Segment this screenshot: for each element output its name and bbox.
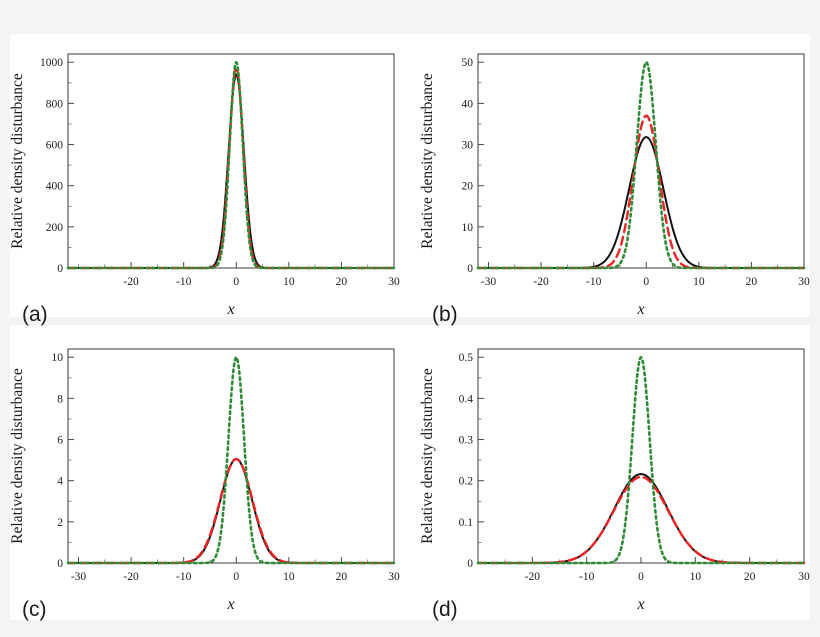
plot-panel-b: -30 -20 -10 0 10 20 30 0 10 20 30 40 50 x Relative den…: [410, 30, 820, 336]
x-tick-label: 0: [233, 571, 239, 583]
curve-black-solid: [477, 136, 805, 269]
y-tick-label: 0.1: [459, 517, 474, 529]
x-tick-label: 0: [233, 276, 239, 288]
x-tick-label: 20: [744, 571, 756, 583]
y-tick-label: 30: [462, 140, 474, 152]
y-axis-title: Relative density disturbance: [9, 73, 26, 249]
x-tick-label: 30: [798, 276, 810, 288]
x-tick-label: -10: [586, 276, 602, 288]
y-tick-label: 400: [46, 181, 64, 193]
x-tick-label: 10: [283, 571, 295, 583]
y-tick-label: 0: [57, 558, 63, 570]
y-tick-label: 800: [46, 98, 64, 110]
x-tick-label: 20: [746, 276, 758, 288]
x-axis-title: x: [226, 596, 234, 613]
x-tick-label: -10: [176, 276, 192, 288]
plot-area-b: -30 -20 -10 0 10 20 30 0 10 20 30 40 50 x Relative den…: [419, 53, 810, 326]
y-tick-label: 200: [46, 222, 64, 234]
x-tick-label: 10: [690, 571, 702, 583]
curve-black-solid: [477, 473, 805, 564]
y-tick-label: 4: [57, 476, 63, 488]
plot-panel-c: -30 -20 -10 0 10 20 30 0 2 4 6 8 10 x Relative density…: [0, 325, 410, 631]
y-tick-label: 0: [467, 558, 473, 570]
y-tick-label: 1000: [40, 57, 63, 69]
x-tick-label: -20: [123, 276, 139, 288]
x-tick-label: -10: [176, 571, 192, 583]
plot-area-d: -20 -10 0 10 20 30 0 0.1 0.2 0.3 0.4 0.5 x Relative d…: [419, 348, 810, 621]
curve-green-dotted: [476, 355, 806, 565]
plot-frame: [67, 53, 395, 269]
x-tick-label: 10: [283, 276, 295, 288]
y-tick-label: 50: [462, 57, 474, 69]
x-tick-label: -30: [71, 571, 87, 583]
plot-frame: [477, 53, 805, 269]
panel-background-top: [10, 34, 810, 317]
x-tick-label: -20: [525, 571, 541, 583]
x-tick-label: 20: [336, 276, 348, 288]
x-tick-label: -10: [579, 571, 595, 583]
y-tick-label: 600: [46, 140, 64, 152]
panel-label-c: (c): [22, 598, 47, 621]
plot-area-a: -20 -10 0 10 20 30 0 200 400 600 800 1000 x Relative …: [9, 53, 400, 326]
x-tick-label: 30: [388, 276, 400, 288]
y-tick-label: 8: [57, 393, 63, 405]
panel-label-a: (a): [22, 303, 48, 326]
y-tick-label: 20: [462, 181, 474, 193]
plot-panel-d: -20 -10 0 10 20 30 0 0.1 0.2 0.3 0.4 0.5 x Relative d…: [410, 325, 820, 631]
y-tick-label: 0: [57, 263, 63, 275]
y-tick-label: 0.3: [459, 435, 474, 447]
panel-label-b: (b): [432, 303, 458, 326]
x-axis-title: x: [636, 301, 644, 318]
x-tick-label: 0: [643, 276, 649, 288]
y-axis-title: Relative density disturbance: [419, 73, 436, 249]
plot-area-c: -30 -20 -10 0 10 20 30 0 2 4 6 8 10 x Relative density…: [9, 348, 400, 621]
y-tick-label: 6: [57, 435, 63, 447]
x-tick-label: 10: [693, 276, 705, 288]
y-axis-title: Relative density disturbance: [9, 368, 26, 544]
x-tick-label: 30: [798, 571, 810, 583]
x-axis-title: x: [226, 301, 234, 318]
curve-red-dashed: [476, 114, 806, 270]
curve-green-dotted: [476, 60, 806, 270]
curve-red-dashed: [66, 457, 396, 565]
curve-red-dashed: [476, 475, 806, 565]
y-axis-title: Relative density disturbance: [419, 368, 436, 544]
y-tick-label: 10: [462, 222, 474, 234]
y-tick-label: 0: [467, 263, 473, 275]
curve-green-dotted: [66, 356, 396, 565]
y-tick-label: 0.2: [459, 476, 474, 488]
curve-green-dotted: [66, 61, 396, 270]
curve-black-solid: [67, 458, 395, 564]
x-tick-label: 20: [336, 571, 348, 583]
panel-background-bottom: [10, 325, 810, 620]
x-tick-label: -20: [123, 571, 139, 583]
x-axis-title: x: [636, 596, 644, 613]
y-tick-label: 40: [462, 98, 474, 110]
y-tick-label: 2: [57, 517, 63, 529]
y-tick-label: 0.4: [459, 393, 474, 405]
plot-panel-a: -20 -10 0 10 20 30 0 200 400 600 800 1000 x Relative …: [0, 30, 410, 336]
x-tick-label: -30: [481, 276, 497, 288]
plot-frame: [67, 348, 395, 564]
y-tick-label: 10: [52, 352, 64, 364]
y-tick-label: 0.5: [459, 352, 474, 364]
plot-frame: [477, 348, 805, 564]
x-tick-label: -20: [533, 276, 549, 288]
x-tick-label: 0: [638, 571, 644, 583]
x-tick-label: 30: [388, 571, 400, 583]
panel-label-d: (d): [432, 598, 458, 621]
